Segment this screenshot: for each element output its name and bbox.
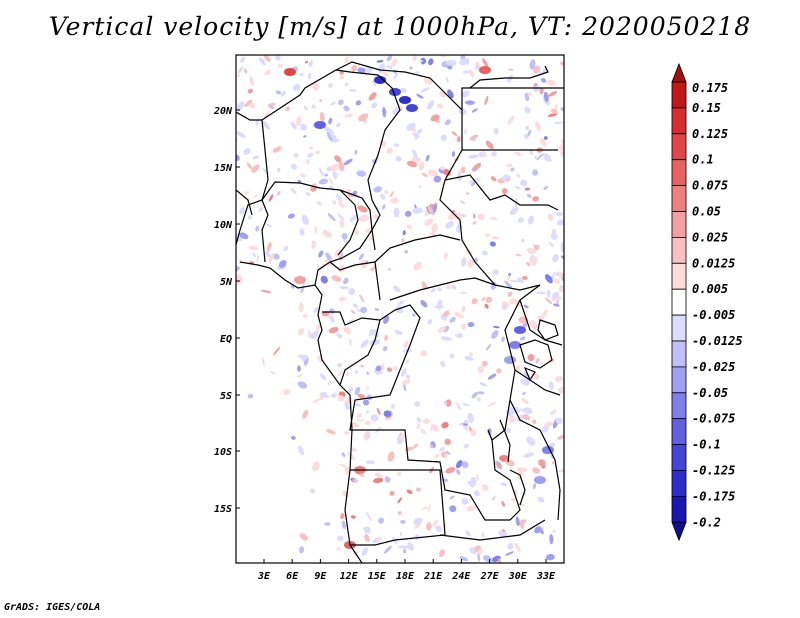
longitude-axis: 3E 6E 9E 12E 15E 18E 21E 24E 27E 30E 33E — [257, 559, 556, 582]
colorbar-swatch — [671, 185, 687, 212]
lat-label: 5N — [220, 277, 233, 288]
colorbar-swatch — [671, 81, 687, 109]
colorbar: 0.175 0.15 0.125 0.1 0.075 0.05 0.025 0.0125 0.0… — [671, 62, 743, 542]
colorbar-label: -0.075 — [692, 412, 735, 426]
lon-label: 30E — [508, 571, 528, 582]
colorbar-swatch — [671, 159, 687, 186]
colorbar-label: 0.125 — [692, 127, 728, 141]
colorbar-label: 0.05 — [692, 205, 721, 219]
border-cameroon-extra — [337, 189, 359, 256]
colorbar-label: -0.175 — [692, 489, 735, 503]
lon-label: 18E — [396, 571, 415, 582]
colorbar-top-arrow — [671, 62, 687, 83]
colorbar-label: -0.005 — [692, 308, 735, 322]
colorbar-swatch — [671, 288, 687, 316]
border-east — [509, 299, 563, 521]
lon-label: 24E — [451, 571, 471, 582]
colorbar-label: -0.1 — [692, 438, 721, 452]
lon-label: 27E — [480, 571, 500, 582]
border-sudan — [444, 149, 559, 211]
colorbar-label: 0.075 — [692, 179, 728, 193]
lon-label: 9E — [314, 571, 327, 582]
colorbar-swatch — [671, 236, 687, 264]
country-borders — [236, 61, 564, 563]
colorbar-swatch — [671, 340, 687, 368]
colorbar-swatch — [671, 314, 687, 342]
border-congo — [322, 311, 381, 386]
colorbar-label: 0.0125 — [692, 256, 735, 270]
lat-label: 15S — [214, 504, 232, 515]
lon-label: 12E — [340, 571, 359, 582]
colorbar-swatch — [671, 366, 687, 394]
colorbar-swatch — [671, 211, 687, 238]
border-car — [329, 234, 541, 301]
map-frame — [235, 54, 565, 564]
border-angola — [350, 469, 546, 546]
lat-label: 20N — [213, 106, 233, 117]
lat-label: 15N — [214, 163, 233, 174]
colorbar-swatch — [671, 495, 687, 523]
lake-outlines — [487, 319, 559, 506]
lat-label: 10N — [214, 220, 233, 231]
border-egypt — [461, 87, 564, 110]
grads-credit: GrADS: IGES/COLA — [4, 602, 101, 613]
colorbar-label: -0.2 — [692, 515, 721, 529]
colorbar-label: -0.125 — [692, 464, 735, 478]
colorbar-label: 0.15 — [692, 101, 721, 115]
border-sahel — [261, 69, 401, 251]
border-west-small — [236, 189, 269, 263]
colorbar-label: 0.175 — [692, 81, 728, 95]
lat-label: EQ — [220, 334, 232, 345]
lon-label: 15E — [368, 571, 387, 582]
colorbar-swatch — [671, 133, 687, 161]
coast-east — [469, 65, 549, 89]
colorbar-label: 0.025 — [692, 230, 728, 244]
coastline — [236, 111, 363, 563]
map-title: Vertical velocity [m/s] at 1000hPa, VT: … — [48, 12, 752, 41]
lon-label: 21E — [423, 571, 443, 582]
lake-victoria — [519, 339, 553, 369]
lon-label: 33E — [536, 571, 556, 582]
colorbar-swatch — [671, 444, 687, 471]
colorbar-label: -0.025 — [692, 360, 735, 374]
border-drc — [349, 284, 541, 521]
colorbar-swatch — [671, 392, 687, 420]
lat-label: 10S — [214, 447, 232, 458]
colorbar-bottom-arrow — [671, 521, 687, 542]
colorbar-swatch — [671, 107, 687, 135]
latitude-axis: 20N 15N 10N 5N EQ 5S 10S 15S — [213, 106, 240, 515]
colorbar-label: 0.005 — [692, 282, 728, 296]
colorbar-swatch — [671, 262, 687, 290]
colorbar-label: -0.05 — [692, 386, 728, 400]
colorbar-swatch — [671, 418, 687, 446]
vertical-velocity-field — [236, 55, 564, 563]
colorbar-label: -0.0125 — [692, 334, 743, 348]
colorbar-swatch — [671, 470, 687, 497]
lon-label: 6E — [286, 571, 299, 582]
colorbar-label: 0.1 — [692, 153, 714, 167]
lat-label: 5S — [220, 391, 232, 402]
lon-label: 3E — [257, 571, 271, 582]
